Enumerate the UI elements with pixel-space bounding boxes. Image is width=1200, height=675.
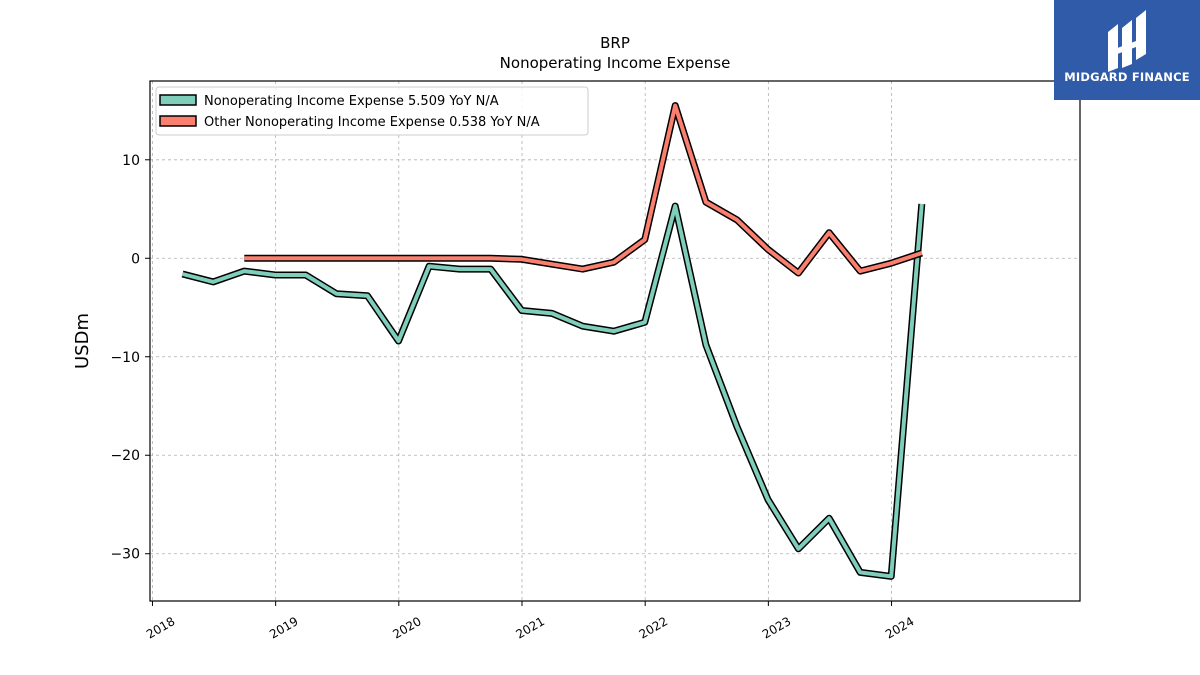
x-tick-label: 2022 [637, 614, 670, 641]
legend-box [155, 86, 589, 136]
x-tick-label: 2021 [514, 614, 547, 641]
series-stroke [244, 103, 923, 275]
grid-lines [150, 81, 1080, 601]
y-tick-label: 10 [122, 153, 140, 169]
y-tick-label: 0 [131, 251, 140, 267]
legend-swatch [159, 115, 197, 127]
legend-label: Nonoperating Income Expense 5.509 YoY N/… [204, 94, 499, 109]
legend: Nonoperating Income Expense 5.509 YoY N/… [155, 86, 589, 136]
x-tick-label: 2024 [883, 614, 916, 641]
brand-mark-icon [1108, 10, 1146, 72]
y-tick-label: −10 [110, 350, 140, 366]
brand-logo-text: MIDGARD FINANCE [1064, 70, 1190, 84]
brand-logo: MIDGARD FINANCE [1054, 0, 1200, 100]
plot-frame [149, 80, 1081, 602]
chart-subtitle: Nonoperating Income Expense [500, 54, 731, 72]
y-axis: 10 0 −10 −20 −30 [110, 153, 150, 563]
x-axis: 2018 2019 2020 2021 2022 2023 2024 [144, 601, 916, 642]
series-line-2 [244, 102, 923, 277]
x-tick-label: 2023 [760, 614, 793, 641]
y-tick-label: −20 [110, 448, 140, 464]
y-axis-label: USDm [72, 313, 93, 369]
legend-label: Other Nonoperating Income Expense 0.538 … [204, 115, 540, 130]
chart-title: BRP [600, 34, 630, 52]
y-tick-label: −30 [110, 547, 140, 563]
x-tick-label: 2020 [390, 614, 423, 641]
series-stroke [182, 203, 924, 579]
series-layer [181, 102, 926, 580]
x-tick-label: 2018 [144, 614, 177, 641]
series-line-1 [181, 202, 926, 580]
legend-swatch [159, 94, 197, 106]
x-tick-label: 2019 [267, 614, 300, 641]
